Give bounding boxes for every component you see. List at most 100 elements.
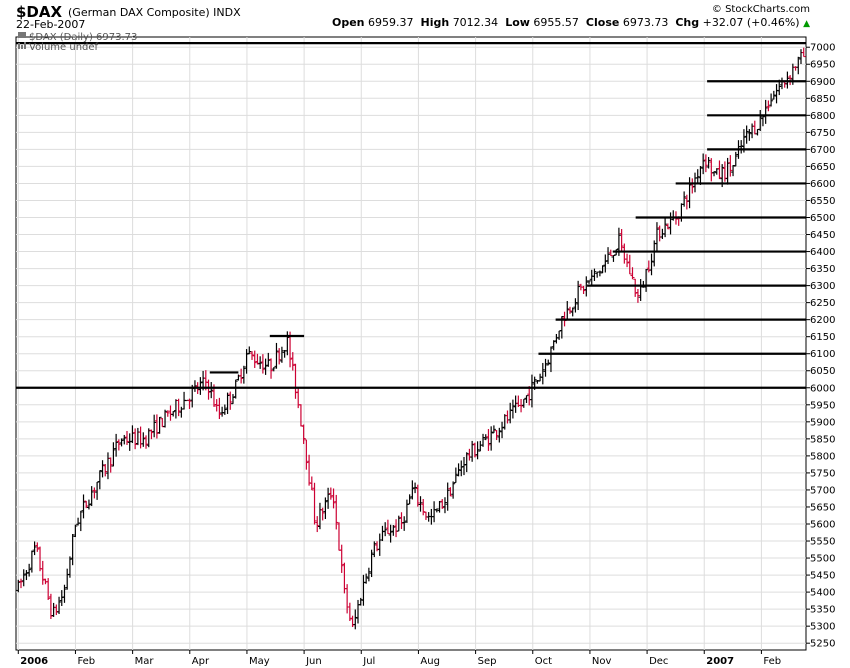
ohlc-bar [353,609,358,630]
ohlc-bar [46,578,51,600]
ohlc-bar [630,267,635,280]
ohlc-bar [157,416,162,434]
ohlc-bar [600,265,605,274]
ohlc-bar [388,524,393,543]
ohlc-bar [263,358,268,375]
x-tick-label: Oct [535,656,552,667]
ohlc-bar [266,352,271,367]
y-tick-label: 6250 [810,298,835,309]
ohlc-bar [445,482,450,511]
y-tick-label: 6950 [810,60,835,71]
brand-label: © StockCharts.com [711,4,810,15]
ohlc-bar [146,428,151,448]
ohlc-bar [453,467,458,484]
y-tick-label: 6600 [810,179,835,190]
ohlc-bar [247,346,252,355]
ohlc-bar [89,486,94,507]
ohlc-bar [225,392,230,414]
ohlc-bar [81,494,86,519]
ohlc-bar [581,285,586,295]
chart-header: $DAX (German DAX Composite) INDX 22-Feb-… [16,2,810,38]
y-tick-label: 6400 [810,247,835,258]
ohlc-bar [760,116,765,127]
gridlines [16,37,806,650]
ohlc-bar [421,499,426,516]
volume-legend: Volume undef [29,42,99,53]
ohlc-bar [309,476,314,491]
ohlc-bar [32,541,37,556]
ohlc-bar [635,289,640,303]
ohlc-bar [758,109,763,132]
x-axis: 2006 Feb Mar Apr May Jun Jul Aug Sep Oct Nov Dec 200… [17,650,781,667]
ohlc-bar [529,374,534,408]
ohlc-bar [684,194,689,210]
ohlc-bar [489,426,494,451]
ohlc-bar [320,507,325,521]
ohlc-bar [695,169,700,184]
ohlc-bar [731,165,736,177]
ohlc-bar [385,519,390,535]
ohlc-bar [611,254,616,262]
ohlc-bar [40,560,45,585]
ohlc-bar [364,573,369,584]
ohlc-bar [546,359,551,366]
ohlc-bar [241,365,246,384]
x-tick-label: Sep [478,656,497,667]
ohlc-bar [415,484,420,507]
ohlc-bar [481,433,486,447]
ohlc-bar [654,222,659,252]
ohlc-bar [347,602,352,622]
ohlc-bar [163,409,168,428]
ohlc-bar [744,125,749,144]
ohlc-bar [418,496,423,512]
ohlc-bar [312,482,317,525]
chart-legend: $DAX (Daily) 6973.73 Volume undef [18,32,137,53]
ohlc-bar [633,278,638,297]
ohlc-bar [698,166,703,185]
ohlc-bar [567,306,572,314]
ohlc-bar [149,429,154,440]
y-tick-label: 6100 [810,349,835,360]
ohlc-bar [486,429,491,451]
ohlc-bar [217,397,222,420]
y-tick-label: 5350 [810,605,835,616]
x-tick-label: 2007 [706,656,734,667]
ohlc-bar [608,249,613,257]
ohlc-bar [396,515,401,532]
x-tick-label: Aug [420,656,440,667]
ohlc-bar [747,129,752,141]
x-tick-label: 2006 [20,656,48,667]
x-tick-label: Dec [649,656,668,667]
y-tick-label: 5900 [810,417,835,428]
ohlc-bar [399,512,404,530]
y-tick-label: 6000 [810,383,835,394]
y-tick-label: 6500 [810,213,835,224]
ohlc-bar [358,597,363,606]
y-tick-label: 5250 [810,639,835,650]
ohlc-bar [440,499,445,509]
x-tick-label: Jul [362,656,375,667]
ohlc-bar [682,191,687,207]
ohlc-bar [252,350,257,368]
ohlc-bar [176,398,181,417]
y-tick-label: 6750 [810,128,835,139]
ohlc-bar [119,438,124,447]
y-tick-label: 6550 [810,196,835,207]
y-axis: 5250 5300 5350 5400 5450 5500 5550 5600 5650 5700… [806,43,835,650]
ohlc-bar [97,470,102,490]
ohlc-bar [769,93,774,107]
y-tick-label: 6900 [810,77,835,88]
ohlc-bar [434,508,439,513]
ohlc-bar [491,425,496,434]
ohlc-bar [587,280,592,284]
ohlc-readout: Open 6959.37 High 7012.34 Low 6955.57 Cl… [331,16,810,29]
volume-legend-icon [18,43,20,49]
ohlc-bar [133,428,138,450]
ohlc-bar [100,460,105,478]
ohlc-bar [766,100,771,112]
ohlc-bar [331,488,336,509]
ohlc-bar [644,268,649,292]
y-tick-label: 5850 [810,434,835,445]
y-tick-label: 5800 [810,451,835,462]
ohlc-bar [165,410,170,417]
